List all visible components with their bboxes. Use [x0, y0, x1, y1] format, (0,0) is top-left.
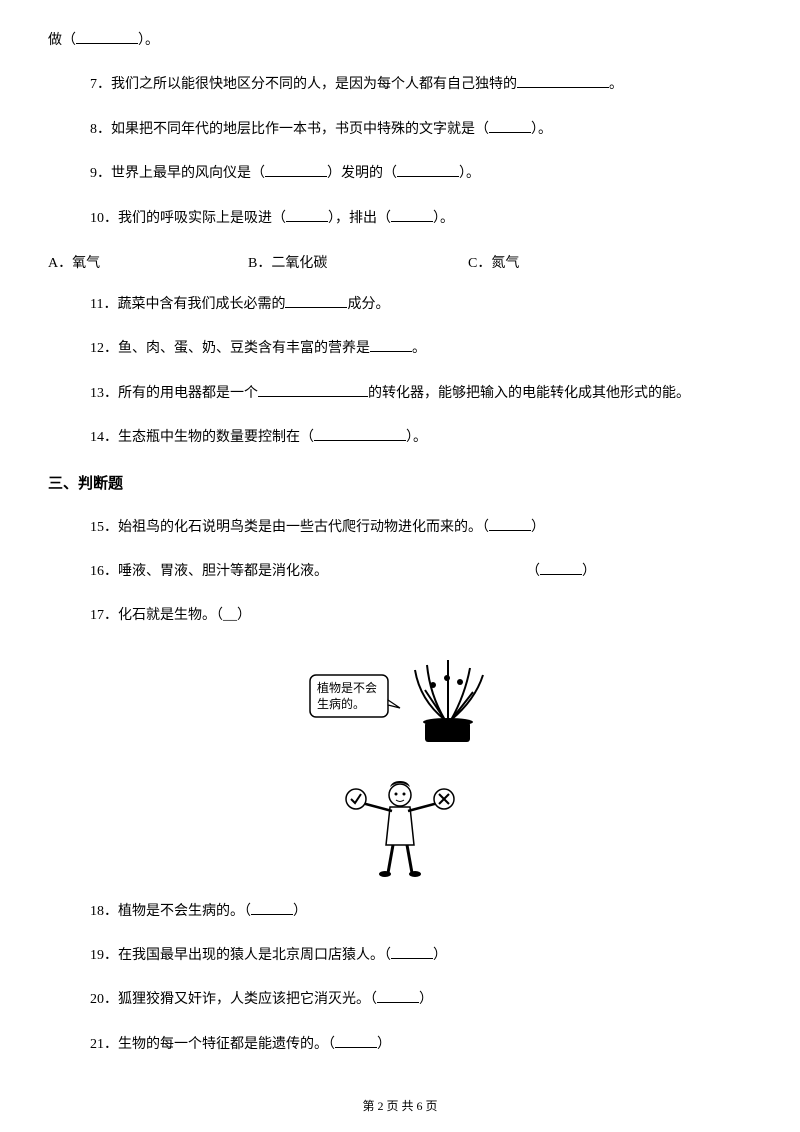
page-footer: 第 2 页 共 6 页 — [0, 1097, 800, 1114]
q13-text-a: 所有的用电器都是一个 — [118, 386, 258, 401]
q9-text-a: 世界上最早的风向仪是（ — [111, 166, 265, 181]
q12-text-b: 。 — [412, 341, 426, 356]
q19-blank — [391, 945, 433, 959]
q18-text-b: ） — [293, 904, 307, 919]
q10-blank2 — [391, 208, 433, 222]
q14-num: 14． — [90, 430, 118, 445]
q16-blank — [540, 561, 582, 575]
q8-text-a: 如果把不同年代的地层比作一本书，书页中特殊的文字就是（ — [111, 122, 489, 137]
q13-num: 13． — [90, 386, 118, 401]
illustration-plant: 植物是不会 生病的。 — [48, 650, 752, 755]
question-19: 19．在我国最早出现的猿人是北京周口店猿人。（ ） — [48, 945, 752, 967]
q16-text-b: （ — [526, 564, 540, 579]
intro-blank — [76, 30, 138, 44]
q10-text-c: ）。 — [433, 211, 454, 226]
q14-blank — [314, 427, 406, 441]
question-12: 12．鱼、肉、蛋、奶、豆类含有丰富的营养是 。 — [48, 338, 752, 360]
q21-text-b: ） — [377, 1037, 391, 1052]
q11-text-a: 蔬菜中含有我们成长必需的 — [117, 297, 285, 312]
q10-text-b: ），排出（ — [328, 211, 391, 226]
question-18: 18．植物是不会生病的。（ ） — [48, 901, 752, 923]
q10-options: A．氧气 B．二氧化碳 C．氮气 — [48, 252, 752, 272]
question-21: 21．生物的每一个特征都是能遗传的。（ ） — [48, 1034, 752, 1056]
q19-text-b: ） — [433, 948, 447, 963]
q8-blank — [489, 119, 531, 133]
q18-text-a: 植物是不会生病的。（ — [118, 904, 251, 919]
q7-blank — [517, 74, 609, 88]
q15-text-b: ） — [531, 520, 545, 535]
q13-blank — [258, 383, 368, 397]
q17-num: 17． — [90, 608, 118, 623]
q7-text-a: 我们之所以能很快地区分不同的人，是因为每个人都有自己独特的 — [111, 77, 517, 92]
q18-blank — [251, 901, 293, 915]
question-14: 14．生态瓶中生物的数量要控制在（ ）。 — [48, 427, 752, 449]
q16-text-a: 唾液、胃液、胆汁等都是消化液。 — [118, 564, 328, 579]
q16-text-c: ） — [582, 564, 596, 579]
q20-blank — [377, 989, 419, 1003]
q14-text-b: ）。 — [406, 430, 427, 445]
q21-blank — [335, 1034, 377, 1048]
question-8: 8．如果把不同年代的地层比作一本书，书页中特殊的文字就是（ ）。 — [48, 119, 752, 141]
question-16: 16．唾液、胃液、胆汁等都是消化液。 （ ） — [48, 561, 752, 583]
q13-text-b: 的转化器，能够把输入的电能转化成其他形式的能。 — [368, 386, 690, 401]
bubble-text-1: 植物是不会 — [317, 680, 377, 695]
q11-num: 11． — [90, 297, 117, 312]
question-20: 20．狐狸狡猾又奸诈，人类应该把它消灭光。（ ） — [48, 989, 752, 1011]
q9-text-c: ）。 — [459, 166, 480, 181]
q20-text-b: ） — [419, 992, 433, 1007]
q9-blank1 — [265, 163, 327, 177]
q20-text-a: 狐狸狡猾又奸诈，人类应该把它消灭光。（ — [118, 992, 377, 1007]
intro-post: ）。 — [138, 33, 159, 48]
q12-num: 12． — [90, 341, 118, 356]
intro-line: 做（ ）。 — [48, 30, 752, 52]
q19-text-a: 在我国最早出现的猿人是北京周口店猿人。（ — [118, 948, 391, 963]
question-9: 9．世界上最早的风向仪是（ ）发明的（ ）。 — [48, 163, 752, 185]
q9-text-b: ）发明的（ — [327, 166, 397, 181]
q10-num: 10． — [90, 211, 118, 226]
q18-num: 18． — [90, 904, 118, 919]
q12-text-a: 鱼、肉、蛋、奶、豆类含有丰富的营养是 — [118, 341, 370, 356]
option-a: A．氧气 — [48, 252, 248, 272]
q21-text-a: 生物的每一个特征都是能遗传的。（ — [118, 1037, 335, 1052]
plant-illustration-svg: 植物是不会 生病的。 — [305, 650, 495, 750]
q9-blank2 — [397, 163, 459, 177]
q15-num: 15． — [90, 520, 118, 535]
q10-text-a: 我们的呼吸实际上是吸进（ — [118, 211, 286, 226]
q9-num: 9． — [90, 166, 111, 181]
illustration-boy — [48, 773, 752, 883]
q15-blank — [489, 517, 531, 531]
question-7: 7．我们之所以能很快地区分不同的人，是因为每个人都有自己独特的 。 — [48, 74, 752, 96]
question-15: 15．始祖鸟的化石说明鸟类是由一些古代爬行动物进化而来的。（ ） — [48, 517, 752, 539]
question-11: 11．蔬菜中含有我们成长必需的 成分。 — [48, 294, 752, 316]
q10-blank1 — [286, 208, 328, 222]
boy-illustration-svg — [340, 773, 460, 878]
q12-blank — [370, 338, 412, 352]
q21-num: 21． — [90, 1037, 118, 1052]
q11-text-b: 成分。 — [347, 297, 389, 312]
q14-text-a: 生态瓶中生物的数量要控制在（ — [118, 430, 314, 445]
q17-text-a: 化石就是生物。（__） — [118, 608, 251, 623]
question-17: 17．化石就是生物。（__） — [48, 605, 752, 627]
q15-text-a: 始祖鸟的化石说明鸟类是由一些古代爬行动物进化而来的。（ — [118, 520, 489, 535]
q7-num: 7． — [90, 77, 111, 92]
option-b: B．二氧化碳 — [248, 252, 468, 272]
intro-pre: 做（ — [48, 33, 76, 48]
bubble-text-2: 生病的。 — [317, 696, 365, 711]
q8-num: 8． — [90, 122, 111, 137]
question-10: 10．我们的呼吸实际上是吸进（ ），排出（ ）。 — [48, 208, 752, 230]
q7-text-b: 。 — [609, 77, 623, 92]
q11-blank — [285, 294, 347, 308]
q20-num: 20． — [90, 992, 118, 1007]
question-13: 13．所有的用电器都是一个 的转化器，能够把输入的电能转化成其他形式的能。 — [48, 383, 752, 405]
section-3-heading: 三、判断题 — [48, 472, 752, 493]
q8-text-b: ）。 — [531, 122, 552, 137]
q19-num: 19． — [90, 948, 118, 963]
q16-num: 16． — [90, 564, 118, 579]
option-c: C．氮气 — [468, 252, 618, 272]
